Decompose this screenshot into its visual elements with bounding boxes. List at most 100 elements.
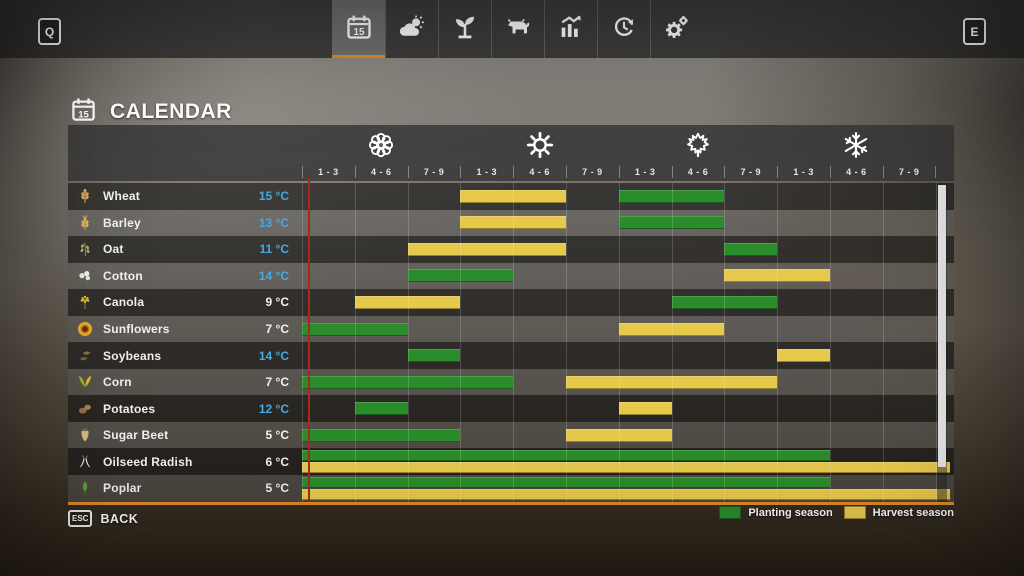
tab-crops[interactable] (438, 0, 491, 58)
crop-label-potatoes: Potatoes 12 °C (68, 395, 302, 422)
germination-temp: 9 °C (265, 295, 289, 310)
crop-row-sugar-beet[interactable]: Sugar Beet 5 °C (68, 421, 954, 449)
tab-animals[interactable] (491, 0, 544, 58)
sugar-beet-icon (76, 426, 94, 444)
crop-row-canola[interactable]: Canola 9 °C (68, 289, 954, 316)
crop-chart-canola (302, 289, 936, 316)
crop-name: Potatoes (103, 401, 156, 416)
maple-leaf-icon (683, 130, 713, 165)
oilseed-radish-icon (76, 453, 94, 471)
germination-temp: 7 °C (265, 375, 289, 390)
current-day-line (308, 178, 310, 502)
tab-statistics[interactable] (544, 0, 597, 58)
back-button[interactable]: ESC BACK (68, 510, 138, 527)
planting-swatch (719, 506, 742, 519)
svg-text:15: 15 (78, 109, 89, 120)
cow-icon (504, 13, 532, 46)
crop-row-cotton[interactable]: Cotton 14 °C (68, 262, 954, 290)
potatoes-icon (76, 400, 94, 418)
scrollbar-thumb[interactable] (938, 185, 946, 467)
germination-temp: 11 °C (259, 242, 289, 257)
crop-label-poplar: Poplar 5 °C (68, 475, 302, 502)
harvest-bar (618, 402, 672, 416)
crop-name: Oilseed Radish (103, 454, 193, 469)
sunflower-icon (76, 320, 94, 338)
period-label: 1 - 3 (618, 163, 672, 181)
germination-temp: 14 °C (258, 348, 289, 363)
hotkey-e-badge[interactable]: E (963, 18, 986, 45)
legend-planting: Planting season (719, 506, 833, 519)
crop-name: Soybeans (103, 348, 162, 363)
harvest-bar (407, 242, 566, 256)
harvest-bar (460, 216, 566, 230)
planting-bar (302, 428, 461, 442)
germination-temp: 7 °C (265, 322, 289, 336)
planting-bar (407, 349, 461, 363)
planting-bar (302, 322, 408, 336)
harvest-swatch (843, 506, 866, 519)
crop-name: Oat (103, 242, 124, 257)
sun-icon (525, 130, 555, 165)
crop-row-oilseed-radish[interactable]: Oilseed Radish 6 °C (68, 448, 954, 476)
hotkey-q-badge[interactable]: Q (38, 18, 61, 45)
germination-temp: 6 °C (265, 454, 289, 469)
crop-label-corn: Corn 7 °C (68, 369, 302, 396)
legend: Planting season Harvest season (719, 506, 954, 519)
period-label: 1 - 3 (302, 163, 355, 181)
poplar-icon (76, 479, 94, 497)
crop-chart-cotton (302, 263, 936, 290)
crop-row-corn[interactable]: Corn 7 °C (68, 368, 954, 396)
panel-bottom-border (68, 502, 954, 505)
harvest-bar (566, 428, 672, 442)
germination-temp: 15 °C (258, 189, 289, 204)
crop-label-canola: Canola 9 °C (68, 289, 302, 316)
tab-economy[interactable] (597, 0, 650, 58)
period-label: 1 - 3 (777, 163, 830, 181)
crop-label-barley: Barley 13 °C (68, 210, 302, 237)
crop-chart-oat (302, 236, 936, 263)
crop-row-poplar[interactable]: Poplar 5 °C (68, 475, 954, 502)
calendar-icon: 15 (345, 13, 373, 46)
crop-name: Wheat (103, 189, 140, 204)
period-label: 4 - 6 (513, 163, 566, 181)
tab-weather[interactable] (385, 0, 438, 58)
crop-label-oat: Oat 11 °C (68, 236, 302, 263)
back-label: BACK (100, 511, 139, 526)
soybeans-icon (76, 347, 94, 365)
period-label: 7 - 9 (565, 163, 619, 181)
canola-icon (76, 293, 94, 311)
crop-label-soybeans: Soybeans 14 °C (68, 342, 302, 369)
tab-calendar[interactable]: 15 (332, 0, 385, 58)
period-label: 1 - 3 (460, 163, 513, 181)
crop-row-wheat[interactable]: Wheat 15 °C (68, 183, 954, 210)
germination-temp: 5 °C (265, 428, 289, 443)
economy-icon (610, 13, 638, 46)
crop-row-soybeans[interactable]: Soybeans 14 °C (68, 342, 954, 369)
crop-name: Barley (103, 215, 141, 230)
harvest-bar (302, 488, 950, 500)
harvest-bar (777, 349, 830, 363)
planting-bar (302, 450, 830, 462)
crop-row-barley[interactable]: Barley 13 °C (68, 209, 954, 237)
germination-temp: 14 °C (258, 268, 289, 283)
barley-icon (76, 214, 94, 232)
germination-temp: 12 °C (258, 401, 289, 416)
crop-chart-sunflowers (302, 316, 936, 343)
crop-row-oat[interactable]: Oat 11 °C (68, 236, 954, 263)
weather-icon (398, 13, 426, 46)
harvest-bar (354, 295, 461, 309)
crop-name: Sunflowers (103, 322, 170, 336)
tab-settings[interactable] (650, 0, 703, 58)
cotton-icon (76, 267, 94, 285)
period-label: 7 - 9 (724, 163, 777, 181)
blossom-icon (366, 130, 396, 165)
chart-icon (557, 13, 585, 46)
toolbar-tabs: 15 (332, 0, 703, 58)
harvest-label: Harvest season (872, 506, 954, 519)
planting-bar (671, 295, 778, 309)
crop-row-sunflowers[interactable]: Sunflowers 7 °C (68, 315, 954, 343)
harvest-bar (302, 462, 950, 474)
crop-row-potatoes[interactable]: Potatoes 12 °C (68, 395, 954, 422)
period-label: 7 - 9 (882, 163, 936, 181)
